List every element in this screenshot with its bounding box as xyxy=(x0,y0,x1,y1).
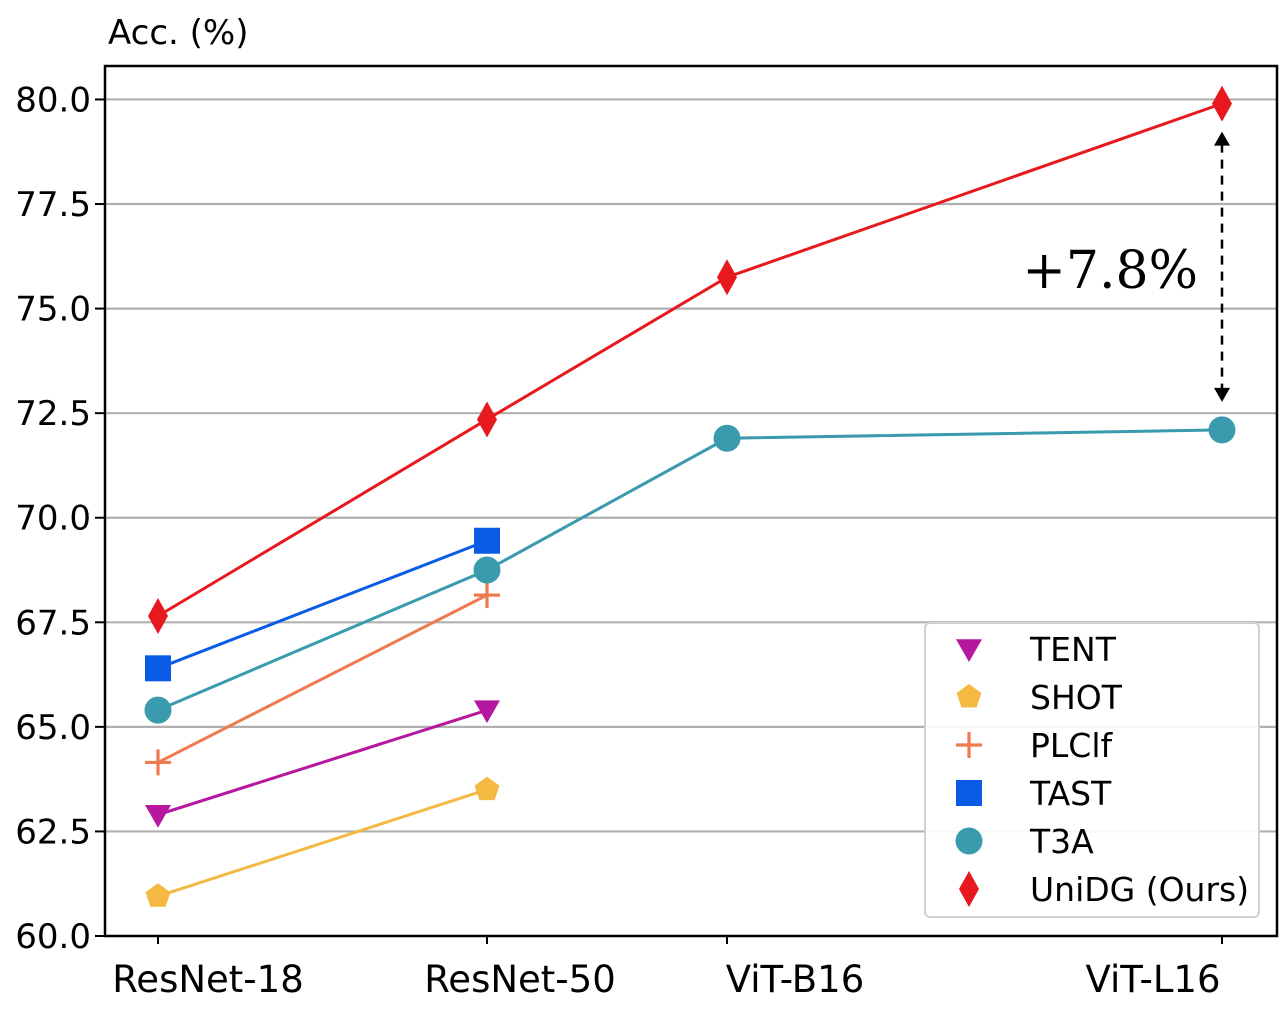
data-point-plclf xyxy=(474,582,500,609)
data-point-unidg-ours xyxy=(717,259,737,296)
data-point-tent xyxy=(474,700,500,724)
annotation-label: +7.8% xyxy=(1022,241,1198,301)
series-unidg-ours xyxy=(148,85,1232,635)
legend-label-tast: TAST xyxy=(1029,774,1112,813)
series-shot xyxy=(145,776,500,907)
data-point-plclf xyxy=(145,749,171,776)
legend-box xyxy=(924,622,1260,918)
y-tick-label: 67.5 xyxy=(15,603,91,643)
series-plclf xyxy=(145,582,500,776)
x-tick-label: ResNet-18 xyxy=(112,958,303,1001)
series-t3a xyxy=(144,416,1236,724)
x-tick-label: ResNet-50 xyxy=(424,958,615,1001)
legend-marker-plclf xyxy=(956,732,982,758)
improvement-annotation: +7.8% xyxy=(1022,131,1230,402)
y-tick-label: 62.5 xyxy=(15,812,91,852)
y-tick-label: 80.0 xyxy=(15,80,91,120)
data-point-t3a xyxy=(713,424,741,452)
data-point-tast xyxy=(145,655,171,682)
y-tick-label: 72.5 xyxy=(15,394,91,434)
series-tent xyxy=(145,700,500,828)
y-tick-label: 65.0 xyxy=(15,708,91,748)
data-point-unidg-ours xyxy=(477,401,497,438)
annotation-arrowhead-down xyxy=(1214,387,1230,402)
data-point-tast xyxy=(474,527,500,554)
legend-marker-tast xyxy=(956,780,982,806)
annotation-arrowhead-up xyxy=(1214,131,1230,146)
gridlines xyxy=(105,98,1277,938)
data-point-t3a xyxy=(473,556,501,584)
series-group xyxy=(144,85,1236,907)
legend-marker-tent xyxy=(956,639,982,662)
data-point-tent xyxy=(145,804,171,828)
data-point-shot xyxy=(145,883,171,907)
legend-label-tent: TENT xyxy=(1029,630,1117,669)
y-axis-ticks: 60.0 62.5 65.0 67.5 70.0 72.5 75.0 77.5 80.0 xyxy=(15,80,105,957)
legend-marker-t3a xyxy=(955,827,983,855)
data-point-shot xyxy=(474,776,500,801)
series-line-tast xyxy=(157,539,488,670)
x-axis-ticks: ResNet-18 ResNet-50 ViT-B16 ViT-L16 xyxy=(112,936,1223,1001)
x-tick-label: ViT-L16 xyxy=(1085,958,1220,1001)
series-line-tent xyxy=(157,708,488,817)
legend-label-unidg-ours: UniDG (Ours) xyxy=(1030,870,1249,909)
data-point-t3a xyxy=(1208,416,1236,444)
data-point-t3a xyxy=(144,696,172,724)
plot-frame xyxy=(103,64,1279,938)
series-line-unidg-ours xyxy=(157,102,1223,618)
series-tast xyxy=(145,527,500,682)
y-tick-label: 70.0 xyxy=(15,499,91,539)
y-tick-label: 60.0 xyxy=(15,917,91,957)
y-tick-label: 77.5 xyxy=(15,185,91,225)
x-tick-label: ViT-B16 xyxy=(726,958,864,1001)
legend-label-plclf: PLClf xyxy=(1030,726,1113,765)
legend: TENT SHOT PLClf TAST T3A UniDG (Ours) xyxy=(924,622,1260,918)
data-point-unidg-ours xyxy=(1212,85,1232,122)
series-line-shot xyxy=(157,788,488,898)
y-axis-label: Acc. (%) xyxy=(108,13,249,53)
legend-label-shot: SHOT xyxy=(1030,678,1123,717)
legend-label-t3a: T3A xyxy=(1029,822,1094,861)
data-point-unidg-ours xyxy=(148,598,168,635)
legend-marker-shot xyxy=(956,684,982,708)
legend-marker-unidg-ours xyxy=(959,871,979,907)
y-tick-label: 75.0 xyxy=(15,290,91,330)
series-line-t3a xyxy=(157,428,1223,712)
series-line-plclf xyxy=(157,593,488,764)
